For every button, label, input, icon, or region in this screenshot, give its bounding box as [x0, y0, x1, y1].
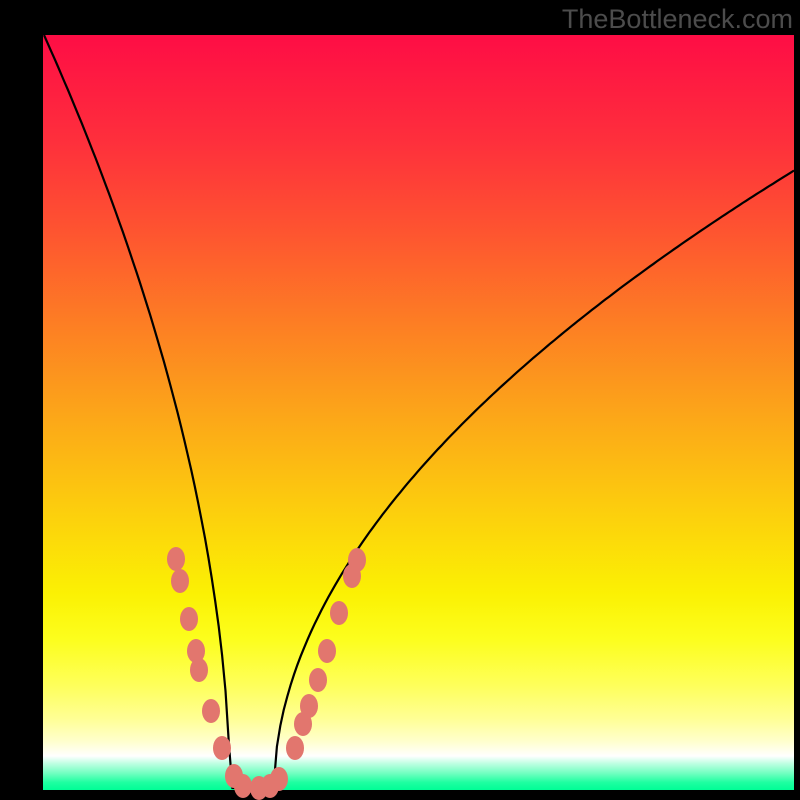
data-marker: [348, 548, 366, 572]
watermark-text: TheBottleneck.com: [562, 4, 793, 35]
data-marker: [300, 694, 318, 718]
data-marker: [167, 547, 185, 571]
data-marker: [234, 774, 252, 798]
chart-curve: [0, 0, 800, 800]
data-marker: [190, 658, 208, 682]
data-marker: [270, 767, 288, 791]
data-marker: [202, 699, 220, 723]
data-marker: [318, 639, 336, 663]
chart-frame: TheBottleneck.com: [0, 0, 800, 800]
data-marker: [286, 736, 304, 760]
data-marker: [180, 607, 198, 631]
data-marker: [330, 601, 348, 625]
data-marker: [171, 569, 189, 593]
data-marker: [309, 668, 327, 692]
data-marker: [213, 736, 231, 760]
